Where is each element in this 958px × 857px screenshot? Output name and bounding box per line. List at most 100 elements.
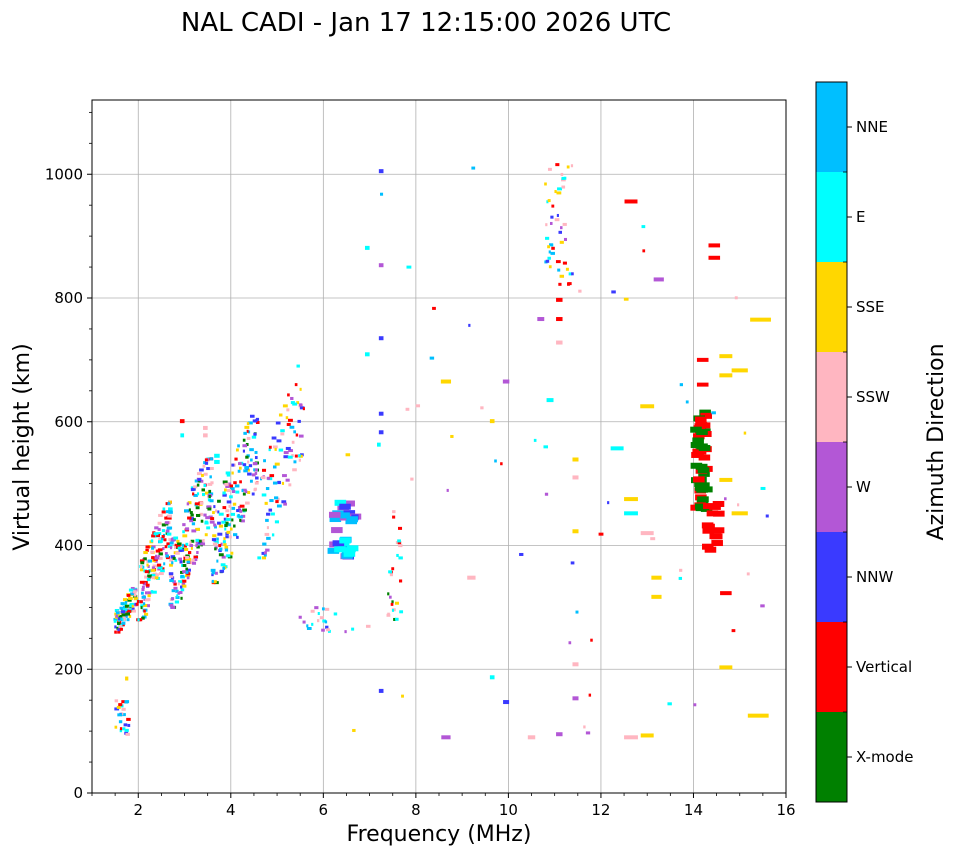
- echo-point: [533, 438, 537, 442]
- echo-point: [694, 480, 707, 487]
- echo-point: [222, 566, 226, 570]
- echo-point: [173, 546, 177, 550]
- echo-point: [196, 492, 200, 496]
- echo-point: [177, 582, 180, 586]
- echo-point: [245, 442, 249, 446]
- echo-point: [450, 434, 454, 438]
- echo-point: [641, 225, 646, 229]
- echo-point: [344, 630, 347, 634]
- echo-point: [216, 559, 219, 563]
- echo-point: [271, 533, 275, 537]
- echo-point: [500, 462, 503, 466]
- colorbar-title: Azimuth Direction: [924, 343, 949, 540]
- echo-point: [170, 555, 176, 559]
- echo-point: [243, 431, 247, 435]
- echo-point: [489, 419, 495, 424]
- echo-point: [480, 406, 484, 410]
- echo-point: [163, 538, 167, 542]
- echo-point: [380, 192, 384, 196]
- echo-point: [567, 282, 572, 286]
- grid-lines: [92, 100, 786, 793]
- echo-point: [195, 527, 200, 531]
- echo-point: [387, 592, 390, 596]
- echo-point: [230, 551, 234, 555]
- echo-point: [651, 575, 662, 580]
- echo-point: [141, 616, 145, 620]
- echo-point: [233, 524, 236, 528]
- echo-point: [302, 620, 306, 624]
- echo-point: [168, 507, 173, 511]
- echo-point: [572, 662, 579, 667]
- echo-point: [274, 462, 280, 466]
- echo-point: [334, 499, 347, 506]
- echo-point: [724, 497, 727, 501]
- echo-point: [272, 481, 278, 485]
- echo-point: [765, 514, 769, 518]
- echo-point: [210, 457, 213, 461]
- echo-point: [222, 480, 228, 484]
- echo-point: [398, 544, 403, 548]
- echo-point: [265, 518, 269, 522]
- echo-point: [243, 469, 248, 473]
- echo-point: [241, 488, 247, 492]
- echo-point: [378, 336, 384, 341]
- echo-point: [182, 570, 187, 574]
- echo-point: [236, 509, 242, 513]
- echo-point: [164, 552, 168, 556]
- echo-point: [293, 460, 297, 464]
- echo-point: [172, 556, 176, 560]
- echo-point: [222, 493, 227, 497]
- echo-point: [180, 570, 184, 574]
- echo-point: [624, 199, 638, 204]
- echo-point: [173, 536, 179, 540]
- y-tick-label: 1000: [45, 165, 83, 183]
- echo-point: [229, 495, 233, 499]
- echo-point: [214, 459, 220, 464]
- echo-point: [390, 602, 394, 606]
- echo-point: [206, 505, 212, 509]
- echo-point: [150, 568, 156, 572]
- echo-point: [133, 597, 138, 601]
- echo-point: [544, 182, 547, 186]
- echo-point: [254, 468, 258, 472]
- echo-point: [734, 296, 738, 300]
- echo-point: [711, 411, 716, 415]
- echo-point: [317, 612, 320, 616]
- echo-point: [561, 176, 565, 180]
- echo-point: [185, 527, 190, 531]
- echo-point: [122, 621, 126, 625]
- echo-point: [401, 694, 404, 698]
- echo-point: [179, 590, 183, 594]
- echo-point: [551, 204, 555, 208]
- echo-point: [146, 563, 149, 567]
- echo-point: [182, 530, 185, 534]
- echo-point: [610, 446, 624, 451]
- echo-point: [150, 539, 154, 543]
- echo-point: [204, 461, 209, 465]
- echo-point: [698, 454, 711, 461]
- echo-point: [217, 521, 221, 525]
- echo-point: [298, 615, 302, 619]
- echo-point: [125, 612, 131, 616]
- echo-point: [165, 529, 170, 533]
- echo-point: [397, 541, 402, 545]
- echo-point: [222, 540, 226, 544]
- echo-point: [750, 317, 771, 322]
- echo-point: [244, 466, 249, 470]
- echo-point: [548, 265, 552, 269]
- echo-point: [572, 696, 579, 701]
- echo-point: [234, 457, 238, 461]
- echo-point: [125, 732, 130, 736]
- echo-point: [191, 561, 197, 565]
- x-tick-label: 2: [133, 801, 143, 819]
- colorbar-frame: [815, 81, 848, 803]
- echo-point: [190, 513, 194, 517]
- echo-point: [193, 493, 198, 497]
- echo-point: [696, 429, 708, 436]
- echo-point: [306, 626, 312, 630]
- echo-point: [125, 676, 129, 681]
- echo-point: [651, 594, 662, 599]
- echo-point: [195, 538, 200, 542]
- echo-point: [206, 467, 211, 471]
- echo-point: [328, 511, 341, 518]
